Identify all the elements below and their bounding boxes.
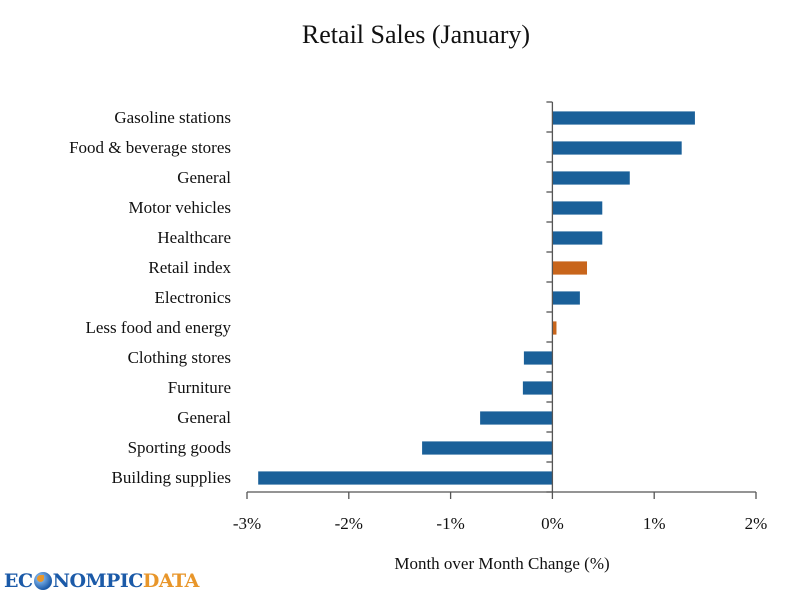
x-tick-label: 0% (541, 514, 564, 533)
category-label: Retail index (148, 258, 231, 277)
logo-text-2: NOMPIC (52, 570, 144, 592)
bar-12 (258, 471, 553, 485)
category-label: Food & beverage stores (69, 138, 231, 157)
bar-2 (552, 171, 630, 185)
bar-1 (552, 141, 682, 155)
x-tick-label: -1% (436, 514, 464, 533)
category-label: Motor vehicles (129, 198, 231, 217)
x-tick-label: -2% (335, 514, 363, 533)
category-label: Furniture (168, 378, 231, 397)
bar-3 (552, 201, 603, 215)
globe-icon (33, 572, 52, 590)
category-label: General (177, 168, 231, 187)
x-tick-label: 2% (745, 514, 768, 533)
bar-9 (522, 381, 553, 395)
bar-11 (422, 441, 553, 455)
category-label: Clothing stores (128, 348, 231, 367)
category-label: Healthcare (157, 228, 231, 247)
bar-5 (552, 261, 588, 275)
category-labels: Gasoline stations Food & beverage stores G… (69, 108, 231, 487)
bar-8 (523, 351, 553, 365)
x-tick-labels: -3% -2% -1% 0% 1% 2% (233, 514, 768, 533)
bar-4 (552, 231, 603, 245)
category-label: Sporting goods (128, 438, 231, 457)
category-label: Gasoline stations (114, 108, 231, 127)
economicdata-logo: EC NOMPIC DATA (4, 568, 199, 594)
bar-10 (480, 411, 553, 425)
x-axis-label: Month over Month Change (%) (394, 554, 609, 573)
chart-title: Retail Sales (January) (302, 20, 530, 49)
category-label: Building supplies (112, 468, 231, 487)
x-tick-label: -3% (233, 514, 261, 533)
bar-6 (552, 291, 580, 305)
category-label: Electronics (155, 288, 231, 307)
logo-text-1: EC (4, 570, 33, 592)
category-label: General (177, 408, 231, 427)
category-label: Less food and energy (85, 318, 231, 337)
x-tick-label: 1% (643, 514, 666, 533)
bar-0 (552, 111, 695, 125)
axes-group (246, 101, 757, 499)
bar-7 (552, 321, 557, 335)
bars-group (258, 111, 695, 485)
logo-text-3: DATA (142, 570, 200, 592)
